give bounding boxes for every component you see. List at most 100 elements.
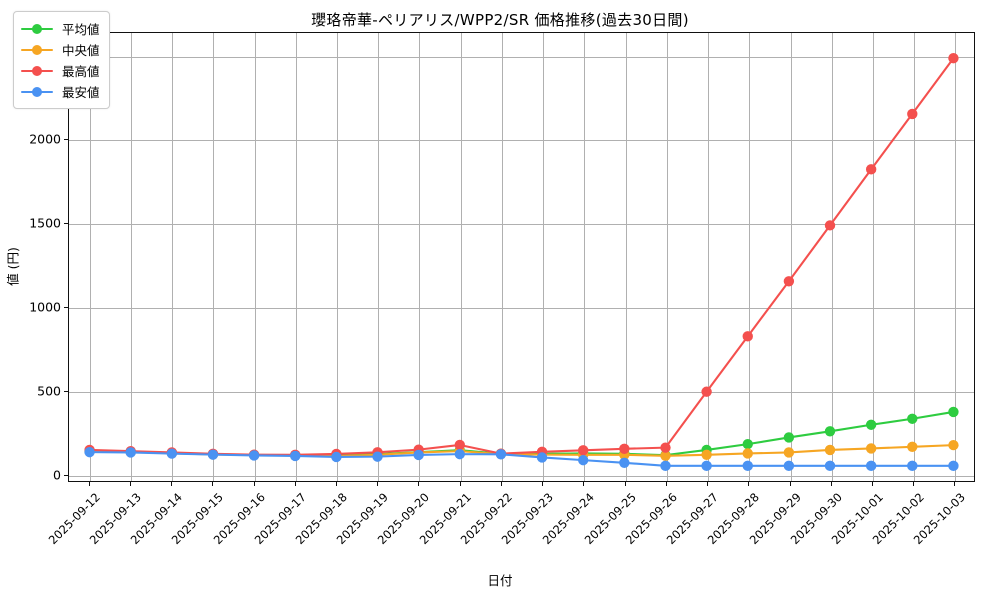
gridline-vertical — [955, 33, 957, 481]
data-point — [742, 460, 753, 471]
x-axis-tick-mark — [129, 482, 131, 486]
gridline-vertical — [914, 33, 916, 481]
legend-item-最高値[interactable]: 最高値 — [21, 60, 100, 81]
legend-label: 最高値 — [62, 64, 100, 79]
y-axis-tick-mark — [64, 223, 68, 225]
gridline-vertical — [89, 33, 91, 481]
data-point — [948, 53, 959, 64]
gridline-horizontal — [69, 391, 974, 393]
x-axis-tick-mark — [583, 482, 585, 486]
data-point — [824, 426, 836, 437]
data-point — [372, 451, 383, 462]
data-point — [701, 449, 712, 460]
y-axis-tick-label: 1000 — [29, 299, 61, 315]
y-axis-tick-mark — [64, 139, 68, 141]
legend-label: 平均値 — [62, 22, 100, 37]
data-point — [824, 220, 836, 231]
data-point — [948, 406, 959, 418]
x-axis-tick-mark — [748, 482, 750, 486]
data-point — [578, 445, 589, 456]
data-point — [865, 164, 877, 175]
legend[interactable]: 平均値中央値最高値最安値 — [13, 11, 110, 109]
gridline-vertical — [543, 33, 545, 481]
x-axis-tick-mark — [171, 482, 173, 486]
gridline-vertical — [295, 33, 297, 481]
gridline-vertical — [213, 33, 215, 481]
data-point — [701, 460, 712, 471]
data-point — [701, 386, 712, 397]
gridline-vertical — [831, 33, 833, 481]
gridline-horizontal — [69, 475, 974, 477]
data-point — [783, 276, 795, 287]
x-axis-tick-mark — [377, 482, 379, 486]
series-最高値 — [84, 53, 959, 460]
data-point — [824, 444, 836, 456]
data-point — [454, 439, 465, 451]
y-axis-tick-label: 1500 — [29, 215, 61, 231]
data-point — [660, 460, 671, 471]
y-axis-tick-label: 2000 — [29, 131, 61, 147]
series-layer — [84, 53, 959, 471]
x-axis-tick-mark — [913, 482, 915, 486]
y-axis-tick-label: 0 — [53, 467, 61, 482]
legend-label: 最安値 — [62, 85, 100, 100]
x-axis-tick-mark — [789, 482, 791, 486]
data-point — [495, 449, 507, 460]
legend-swatch-icon — [21, 44, 53, 56]
x-axis-tick-mark — [418, 482, 420, 486]
data-point — [783, 460, 795, 471]
data-point — [619, 457, 630, 468]
gridline-vertical — [708, 33, 709, 481]
data-point — [907, 460, 918, 471]
gridline-vertical — [584, 33, 586, 481]
x-axis-tick-mark — [954, 482, 956, 486]
x-axis-title: 日付 — [487, 573, 513, 588]
gridline-vertical — [625, 33, 627, 481]
data-point — [783, 447, 795, 458]
x-axis-tick-mark — [294, 482, 296, 486]
legend-swatch-icon — [21, 65, 53, 77]
gridline-vertical — [501, 33, 503, 481]
data-point — [413, 449, 424, 461]
data-point — [907, 413, 918, 424]
gridline-vertical — [790, 33, 792, 481]
gridline-horizontal — [69, 56, 974, 58]
data-point — [824, 460, 836, 471]
x-axis-tick-mark — [830, 482, 832, 486]
gridline-vertical — [419, 33, 421, 481]
data-point — [125, 447, 136, 458]
data-point — [331, 451, 342, 463]
data-point — [865, 460, 877, 471]
legend-swatch-icon — [21, 86, 53, 98]
data-point — [948, 460, 959, 471]
gridline-vertical — [378, 33, 380, 481]
x-axis-tick-mark — [500, 482, 502, 486]
y-axis-title: 値 (円) — [5, 247, 21, 286]
x-axis-tick-mark — [459, 482, 461, 486]
x-axis-tick-mark — [871, 482, 873, 486]
x-axis-tick-mark — [253, 482, 255, 486]
gridline-vertical — [749, 33, 751, 481]
data-point — [454, 448, 465, 460]
data-point — [865, 443, 877, 454]
legend-swatch-icon — [21, 23, 53, 35]
plot-area — [68, 32, 975, 482]
data-point — [619, 443, 630, 454]
gridline-vertical — [130, 33, 132, 481]
gridline-horizontal — [69, 140, 974, 142]
legend-label: 中央値 — [62, 43, 100, 58]
legend-item-最安値[interactable]: 最安値 — [21, 81, 100, 102]
gridline-vertical — [337, 33, 338, 481]
x-axis-tick-mark — [542, 482, 544, 486]
y-axis-tick-label: 500 — [37, 383, 61, 399]
data-point — [248, 450, 260, 461]
legend-item-中央値[interactable]: 中央値 — [21, 39, 100, 60]
data-point — [660, 442, 671, 453]
x-axis-tick-mark — [665, 482, 667, 486]
legend-item-平均値[interactable]: 平均値 — [21, 18, 100, 39]
data-point — [907, 108, 918, 120]
data-point — [290, 450, 301, 462]
data-point — [742, 438, 753, 450]
data-point — [742, 448, 753, 459]
gridline-vertical — [172, 33, 174, 481]
